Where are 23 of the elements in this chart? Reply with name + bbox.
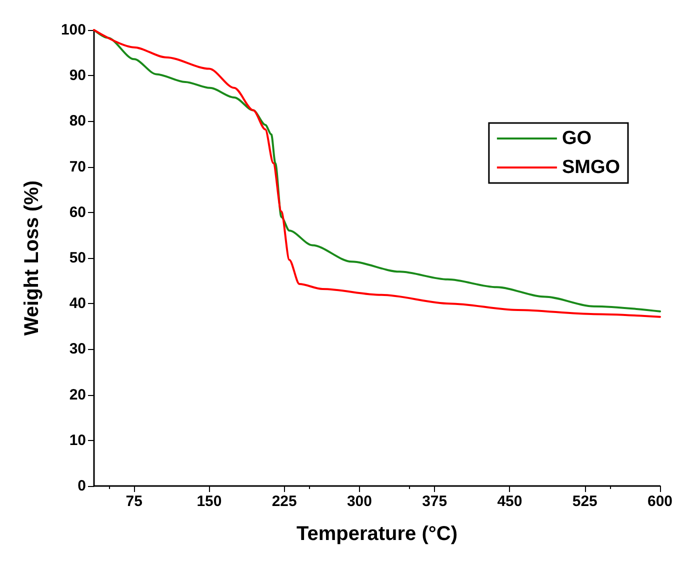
- y-tick-label: 40: [69, 295, 86, 312]
- x-tick-label: 600: [647, 493, 673, 510]
- x-tick-label: 75: [126, 493, 142, 510]
- y-tick-label: 100: [60, 22, 86, 38]
- y-tick-label: 60: [69, 204, 86, 221]
- y-tick-label: 80: [69, 112, 86, 130]
- y-tick-label: 30: [69, 340, 86, 358]
- y-axis-title: Weight Loss (%): [21, 180, 43, 336]
- x-tick-label: 450: [497, 493, 522, 510]
- y-tick-label: 90: [69, 67, 86, 84]
- legend-label: SMGO: [562, 157, 620, 178]
- x-tick-label: 375: [422, 493, 448, 510]
- x-tick-label: 525: [572, 493, 598, 510]
- y-tick-label: 0: [78, 478, 86, 494]
- x-tick-label: 225: [272, 493, 297, 510]
- x-tick-label: 150: [196, 493, 222, 510]
- y-tick-label: 70: [69, 158, 86, 176]
- y-tick-label: 10: [69, 432, 86, 449]
- legend-label: GO: [562, 128, 592, 149]
- y-tick-label: 20: [69, 386, 86, 404]
- x-tick-label: 300: [346, 493, 372, 510]
- x-axis-title: Temperature (°C): [296, 523, 458, 545]
- y-tick-label: 50: [69, 250, 86, 266]
